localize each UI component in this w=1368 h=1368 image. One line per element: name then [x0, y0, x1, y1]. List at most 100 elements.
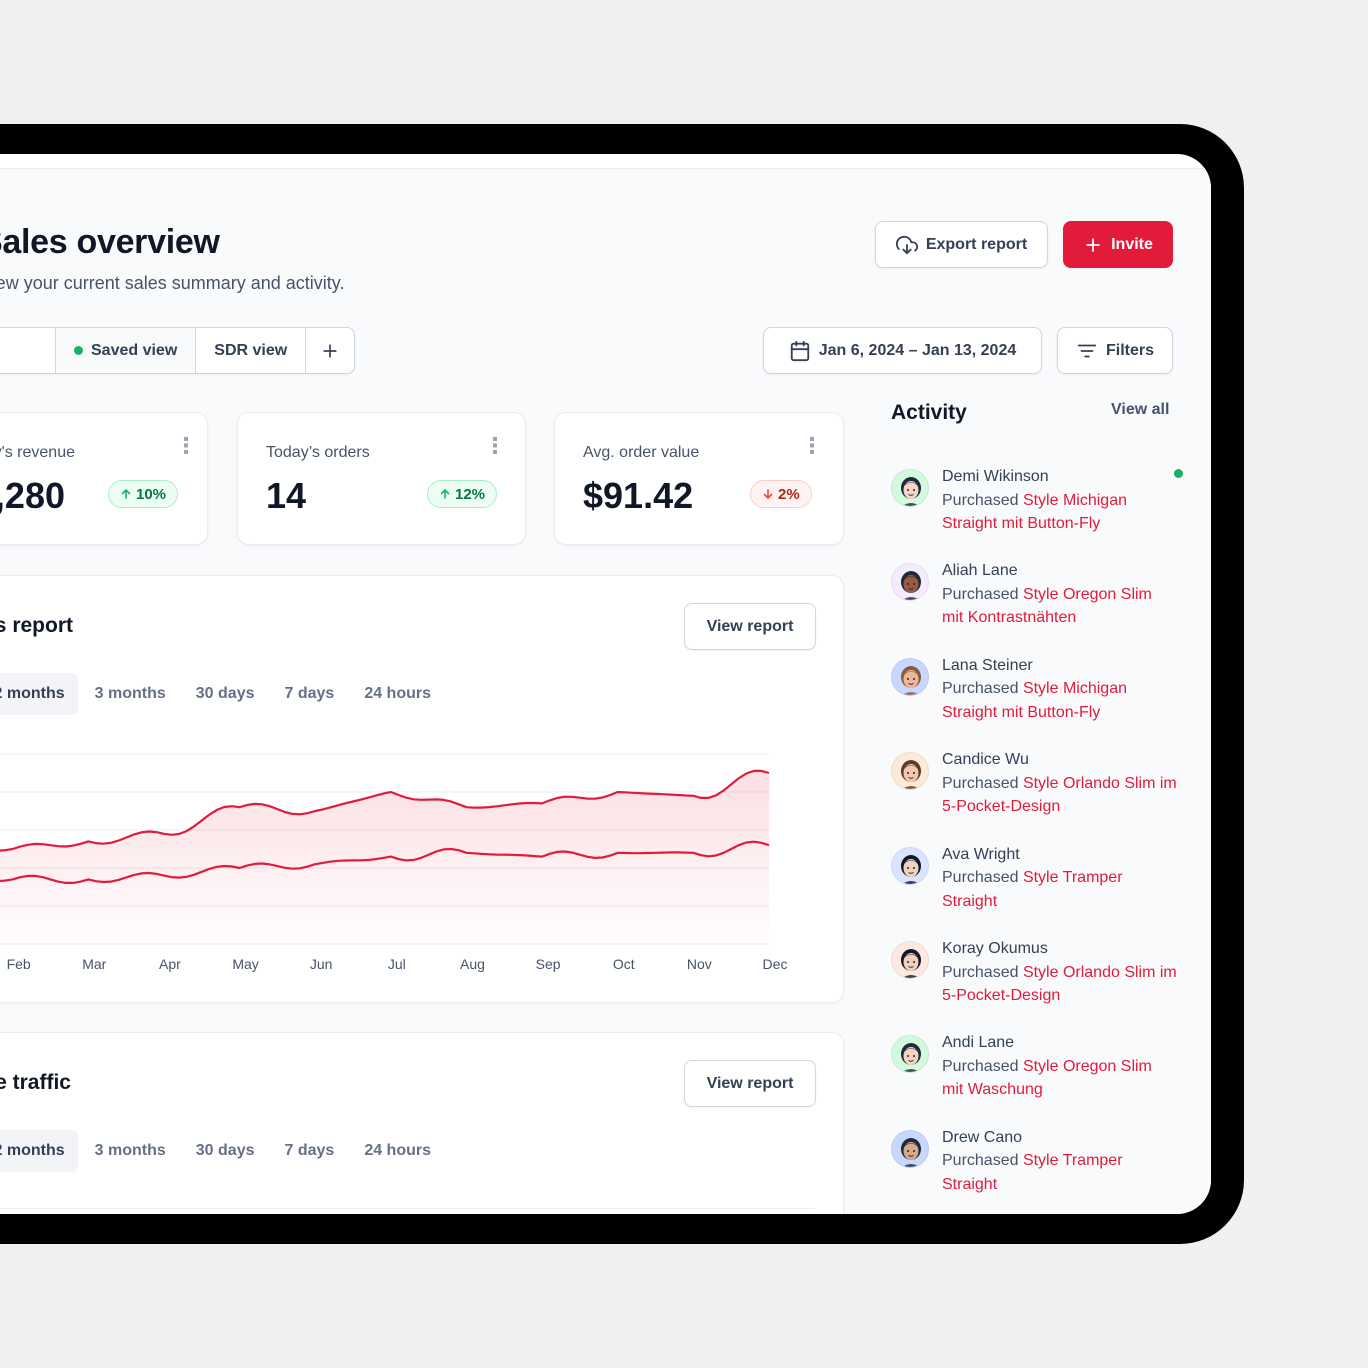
chart-gridline: [0, 1208, 815, 1209]
period-tabs: 12 months 3 months 30 days 7 days 24 hou…: [0, 1130, 444, 1172]
activity-item[interactable]: Demi Wikinson Purchased Style Michigan St…: [891, 468, 1183, 549]
activity-item[interactable]: Andi Lane Purchased Style Oregon Slim mit…: [891, 1034, 1181, 1115]
series-line-1: [0, 769, 770, 852]
stat-label: Today's revenue: [0, 444, 75, 461]
stat-value: $1,280: [0, 475, 65, 516]
filter-lines-icon: [1077, 344, 1097, 357]
activity-user-name: Candice Wu: [942, 751, 1029, 769]
tab-24-hours[interactable]: 24 hours: [364, 1142, 431, 1159]
tab-7-days[interactable]: 7 days: [284, 685, 335, 702]
activity-item[interactable]: Drew Cano Purchased Style Tramper Straigh…: [891, 1129, 1181, 1210]
avatar: [891, 846, 929, 885]
tab-12-months[interactable]: 12 months: [0, 1130, 78, 1172]
activity-product-link[interactable]: Style Orlando Slim im 5-Pocket-Design: [942, 774, 1177, 816]
avatar: [891, 1129, 929, 1168]
status-dot: [74, 346, 83, 355]
tab-3-months[interactable]: 3 months: [94, 685, 166, 702]
change-badge: 2%: [750, 480, 812, 508]
stat-value: 14: [266, 475, 307, 516]
plus-icon: [1086, 237, 1100, 252]
cloud-download-icon: [895, 235, 918, 254]
invite-label: Invite: [1111, 235, 1153, 253]
activity-user-name: Ava Wright: [942, 845, 1020, 863]
view-tab-saved[interactable]: Saved view: [56, 328, 197, 373]
page-subtitle: View your current sales summary and acti…: [0, 273, 345, 293]
tab-3-months[interactable]: 3 months: [94, 1142, 166, 1159]
plus-icon: [323, 343, 337, 358]
x-tick-label: Nov: [687, 956, 712, 972]
tab-7-days[interactable]: 7 days: [284, 1142, 335, 1159]
activity-user-name: Lana Steiner: [942, 656, 1033, 674]
filters-label: Filters: [1105, 341, 1154, 359]
avatar: [891, 752, 929, 791]
activity-product-link[interactable]: Style Tramper Straight: [942, 1152, 1123, 1193]
more-vertical-icon[interactable]: ⋮: [175, 433, 197, 458]
activity-product-link[interactable]: Style Oregon Slim mit Kontrastnähten: [942, 585, 1152, 627]
sales-report-card: Sales report View report 12 months 3 mon…: [0, 575, 844, 1003]
stat-label: Today’s orders: [266, 444, 370, 461]
period-tabs: 12 months 3 months 30 days 7 days 24 hou…: [0, 673, 444, 715]
activity-item[interactable]: Koray Okumus Purchased Style Orlando Slim…: [891, 940, 1181, 1021]
activity-text: Andi Lane Purchased Style Oregon Slim mit…: [942, 1031, 1177, 1102]
arrow-up-icon: [440, 489, 450, 499]
activity-text: Ava Wright Purchased Style Tramper Straig…: [942, 843, 1177, 914]
date-range-label: Jan 6, 2024 – Jan 13, 2024: [818, 341, 1017, 359]
date-range-picker[interactable]: Jan 6, 2024 – Jan 13, 2024: [763, 327, 1042, 374]
add-view-button[interactable]: [306, 328, 354, 373]
x-tick-label: Feb: [7, 956, 31, 972]
stat-label: Avg. order value: [583, 444, 700, 461]
activity-user-name: Koray Okumus: [942, 940, 1048, 957]
activity-action: Purchased: [942, 1152, 1023, 1170]
activity-text: Aliah Lane Purchased Style Oregon Slim mi…: [942, 559, 1177, 630]
activity-product-link[interactable]: Style Orlando Slim im 5-Pocket-Design: [942, 963, 1177, 1005]
activity-product-link[interactable]: Style Tramper Straight: [942, 869, 1123, 910]
activity-item[interactable]: Ava Wright Purchased Style Tramper Straig…: [891, 846, 1181, 927]
page-title: Sales overview: [0, 223, 220, 261]
view-tab-default[interactable]: [0, 328, 56, 373]
activity-user-name: Drew Cano: [942, 1128, 1023, 1146]
avatar: [891, 563, 929, 602]
export-report-button[interactable]: Export report: [875, 221, 1048, 268]
view-report-label: View report: [706, 617, 794, 635]
more-vertical-icon[interactable]: ⋮: [801, 433, 823, 458]
card-title: Sales report: [0, 614, 73, 637]
view-report-button[interactable]: View report: [684, 603, 816, 650]
tab-12-months[interactable]: 12 months: [0, 673, 78, 715]
x-tick-label: Mar: [82, 956, 106, 972]
tab-30-days[interactable]: 30 days: [195, 685, 255, 702]
activity-user-name: Demi Wikinson: [942, 468, 1049, 485]
activity-product-link[interactable]: Style Oregon Slim mit Waschung: [942, 1057, 1152, 1099]
activity-item[interactable]: Lana Steiner Purchased Style Michigan Str…: [891, 657, 1181, 738]
card-title: Website traffic: [0, 1071, 71, 1094]
tab-24-hours[interactable]: 24 hours: [364, 685, 431, 702]
avatar: [891, 469, 929, 507]
sdr-view-label: SDR view: [214, 341, 288, 359]
avatar: [891, 941, 929, 979]
activity-item[interactable]: Candice Wu Purchased Style Orlando Slim i…: [891, 751, 1181, 832]
activity-text: Drew Cano Purchased Style Tramper Straigh…: [942, 1126, 1177, 1197]
activity-action: Purchased: [942, 585, 1023, 603]
x-tick-label: Aug: [460, 956, 485, 972]
sales-chart: JanFebMarAprMayJunJulAugSepOctNovDec: [0, 753, 788, 972]
change-value: 12%: [455, 485, 486, 503]
avatar: [891, 657, 929, 696]
more-vertical-icon[interactable]: ⋮: [484, 433, 506, 458]
online-indicator: [1174, 469, 1183, 478]
filters-button[interactable]: Filters: [1057, 327, 1173, 374]
activity-action: Purchased: [942, 869, 1023, 887]
activity-action: Purchased: [942, 491, 1023, 509]
activity-product-link[interactable]: Style Michigan Straight mit Button-Fly: [942, 680, 1127, 721]
activity-item[interactable]: Aliah Lane Purchased Style Oregon Slim mi…: [891, 562, 1181, 643]
tab-30-days[interactable]: 30 days: [195, 1142, 255, 1159]
export-report-label: Export report: [925, 235, 1028, 253]
view-report-button[interactable]: View report: [684, 1060, 816, 1107]
x-tick-label: Dec: [763, 956, 788, 972]
view-all-link[interactable]: View all: [1111, 401, 1170, 418]
view-tab-sdr[interactable]: SDR view: [196, 328, 307, 373]
arrow-down-icon: [763, 489, 773, 499]
invite-button[interactable]: Invite: [1063, 221, 1173, 268]
activity-product-link[interactable]: Style Michigan Straight mit Button-Fly: [942, 491, 1127, 533]
activity-action: Purchased: [942, 680, 1023, 698]
device-screen: Sales overview View your current sales s…: [0, 154, 1211, 1214]
x-tick-label: Jul: [388, 956, 406, 972]
